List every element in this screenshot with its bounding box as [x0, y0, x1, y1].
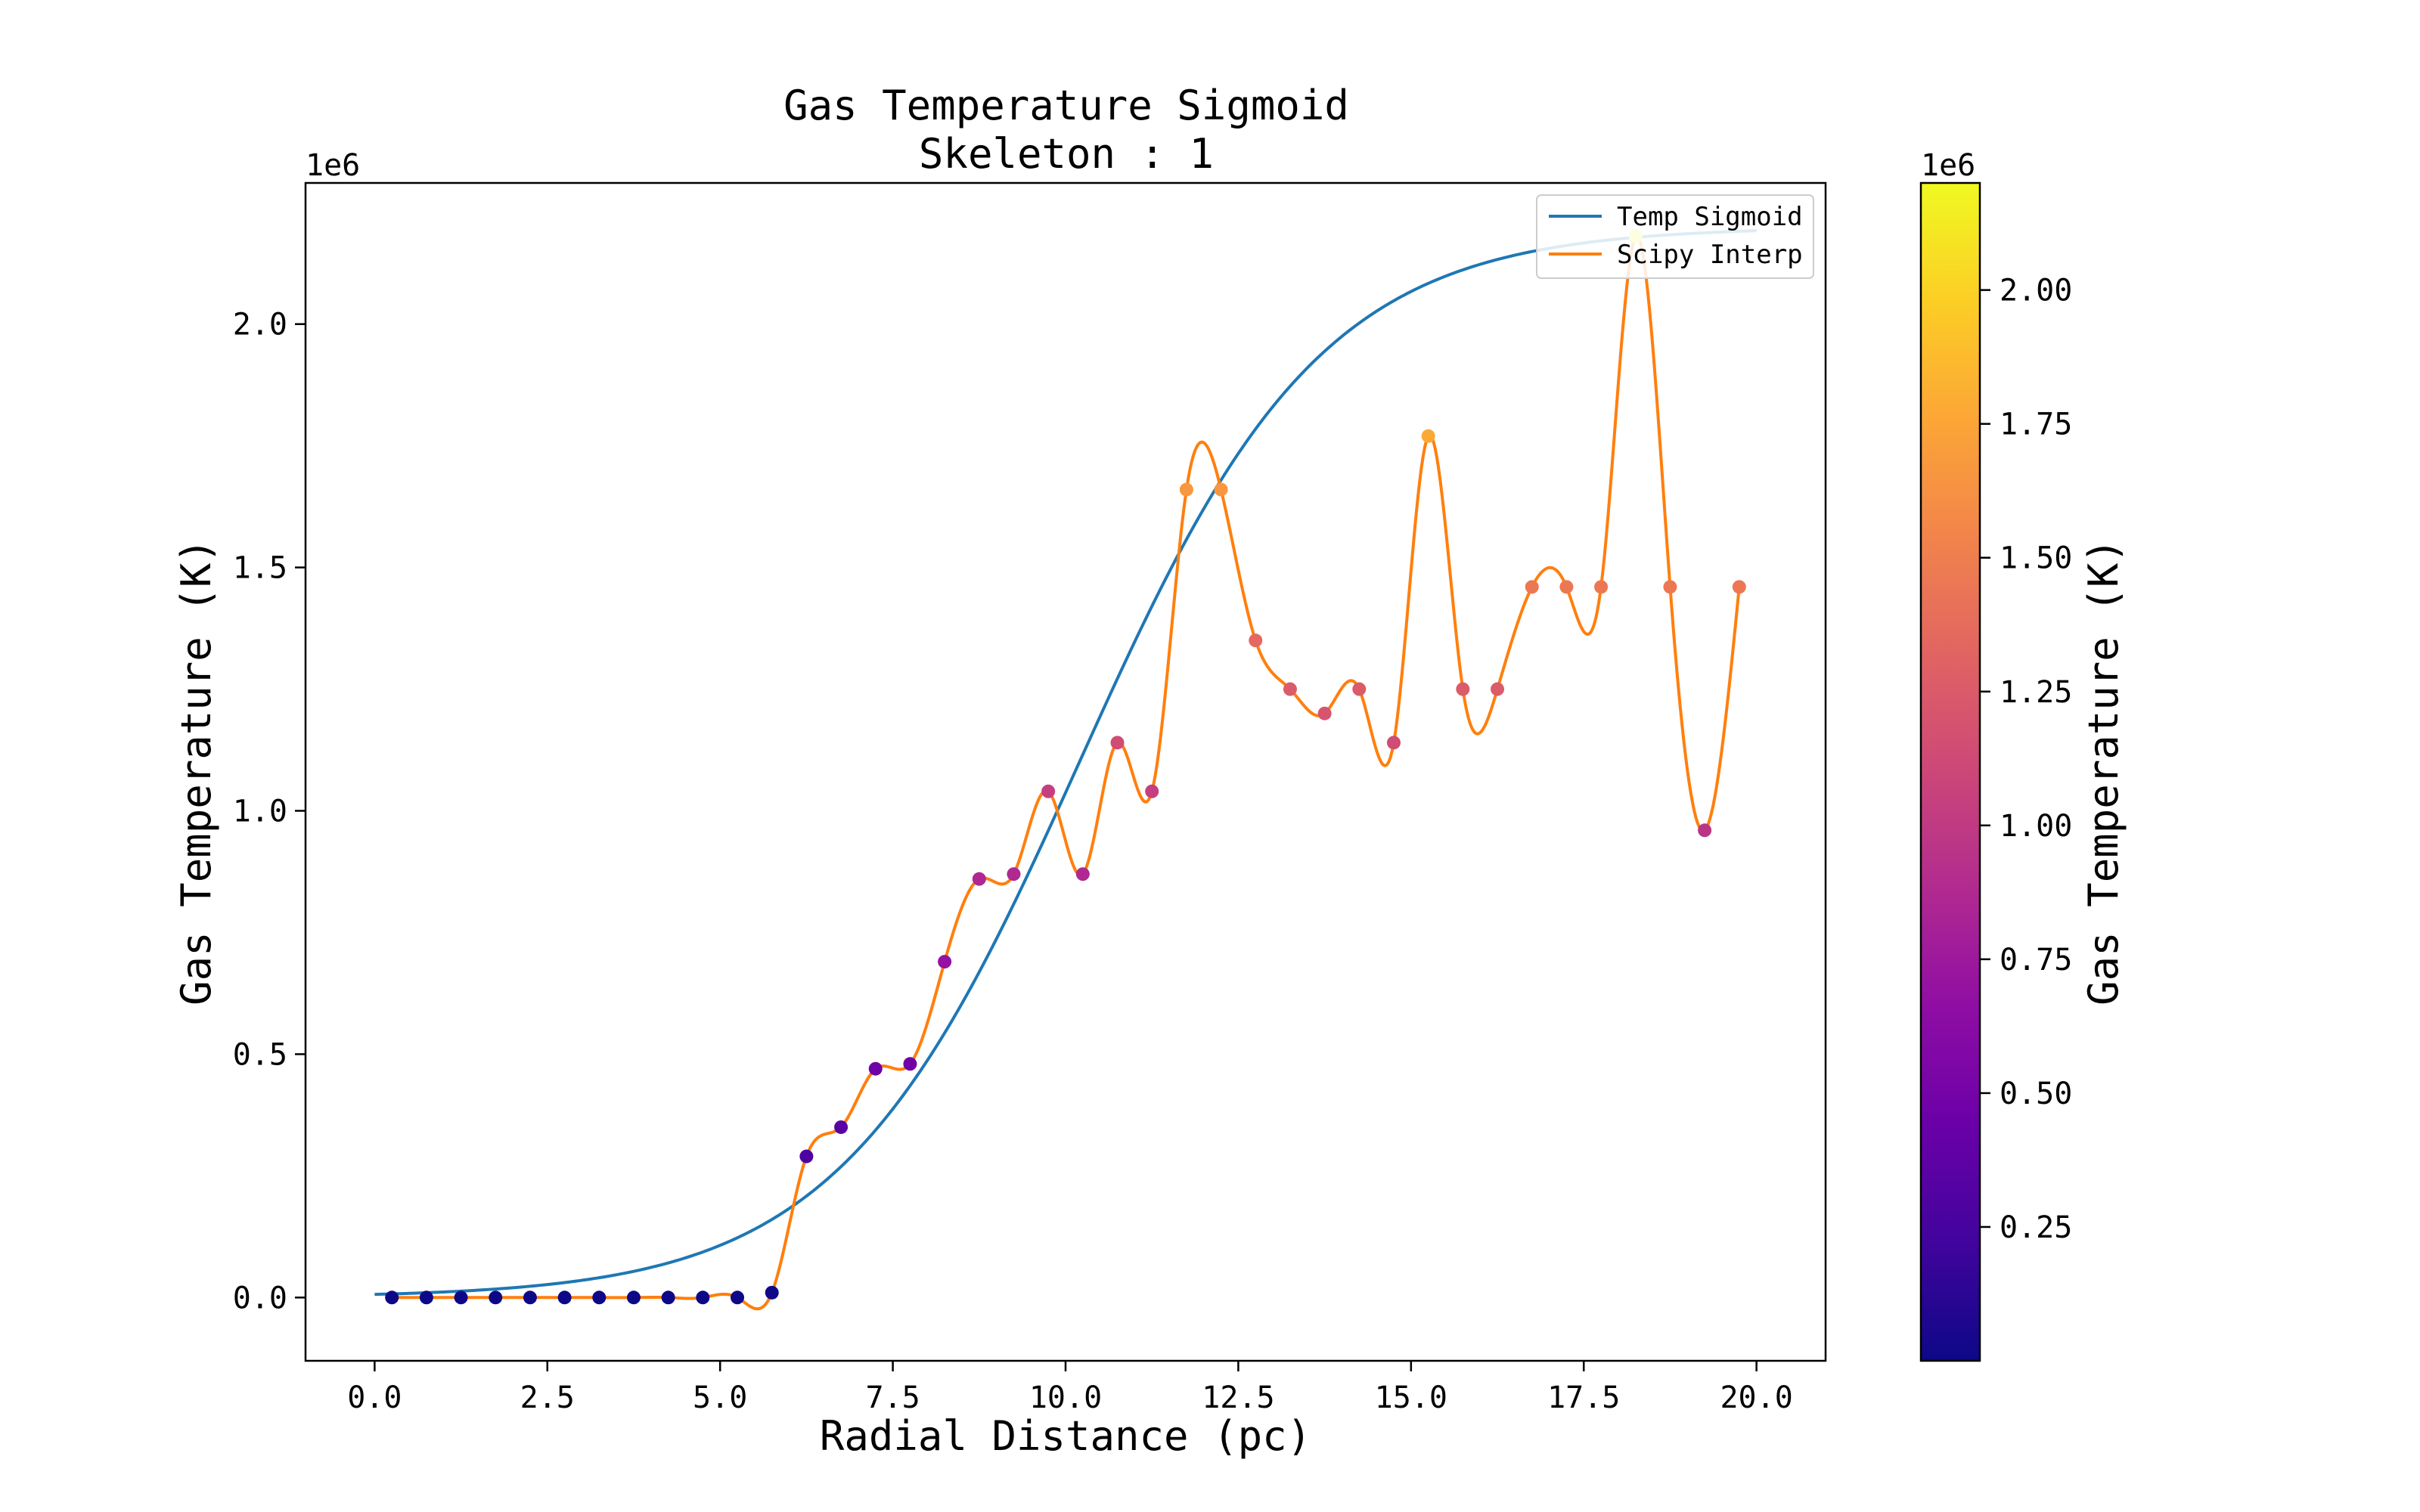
- data-point: [454, 1290, 468, 1305]
- data-point: [868, 1061, 883, 1076]
- data-point: [557, 1290, 572, 1305]
- data-point: [1525, 580, 1539, 594]
- y-tick-label: 1.5: [233, 551, 287, 586]
- x-axis-label: Radial Distance (pc): [820, 1412, 1311, 1460]
- x-tick-label: 15.0: [1375, 1380, 1447, 1415]
- data-point: [1732, 580, 1746, 594]
- data-point: [1283, 682, 1297, 696]
- data-point: [385, 1290, 399, 1305]
- colorbar-gradient: [1919, 181, 1981, 1362]
- y-tick-label: 2.0: [233, 308, 287, 342]
- sigmoid-series-line: [374, 229, 1757, 1297]
- x-tick-label: 0.0: [347, 1380, 402, 1415]
- data-point: [1041, 784, 1056, 798]
- data-point: [1698, 823, 1712, 838]
- chart-title: Gas Temperature Sigmoid: [783, 82, 1349, 129]
- data-point: [799, 1149, 814, 1163]
- colorbar-tick-label: 1.25: [2000, 675, 2072, 710]
- colorbar: 1e6 0.25 0.50 0.75 1.00 1.25 1.50 1.75 2.00 Gas…: [1919, 148, 2127, 1362]
- legend-box: [1536, 194, 1814, 279]
- plot-frame: [304, 181, 1827, 1362]
- x-tick-label: 5.0: [693, 1380, 747, 1415]
- x-tick-label: 10.0: [1029, 1380, 1102, 1415]
- data-point: [1249, 634, 1263, 648]
- plot-area: 0.0 2.5 5.0 7.5 10.0 12.5 15.0 17.5 20.0 0.0 0.5 1…: [233, 181, 1827, 1415]
- colorbar-offset-label: 1e6: [1921, 148, 1975, 183]
- x-tick-label: 2.5: [520, 1380, 575, 1415]
- colorbar-tick-label: 1.50: [2000, 541, 2072, 576]
- y-tick-label: 0.5: [233, 1037, 287, 1072]
- data-point: [1352, 682, 1367, 696]
- data-point: [834, 1120, 849, 1134]
- data-point: [1179, 482, 1193, 497]
- data-point: [765, 1285, 779, 1300]
- data-point: [1145, 784, 1159, 798]
- y-tick-label: 1.0: [233, 795, 287, 829]
- data-point: [523, 1290, 537, 1305]
- legend: Temp Sigmoid Scipy Interp: [1536, 194, 1814, 279]
- data-point: [1007, 867, 1021, 881]
- data-point: [661, 1290, 675, 1305]
- data-point: [1075, 867, 1090, 881]
- data-point: [731, 1290, 745, 1305]
- y-tick-label: 0.0: [233, 1281, 287, 1315]
- interp-series-line: [392, 234, 1741, 1311]
- data-point: [1421, 429, 1435, 443]
- colorbar-tick-label: 0.75: [2000, 943, 2072, 978]
- data-point: [1317, 706, 1332, 720]
- data-point: [1594, 580, 1609, 594]
- x-tick-label: 17.5: [1547, 1380, 1620, 1415]
- colorbar-tick-label: 2.00: [2000, 274, 2072, 308]
- y-offset-label: 1e6: [306, 148, 360, 183]
- data-point: [903, 1057, 917, 1071]
- chart-subtitle: Skeleton : 1: [919, 130, 1214, 178]
- data-point: [1110, 736, 1125, 750]
- data-point: [592, 1290, 607, 1305]
- x-tick-label: 12.5: [1202, 1380, 1274, 1415]
- data-point: [938, 955, 952, 969]
- data-point: [1214, 482, 1228, 497]
- data-point: [1491, 682, 1505, 696]
- colorbar-tick-label: 1.00: [2000, 809, 2072, 844]
- data-point: [1386, 736, 1401, 750]
- legend-label-interp: Scipy Interp: [1617, 240, 1803, 270]
- y-axis-label: Gas Temperature (K): [172, 538, 220, 1005]
- legend-label-sigmoid: Temp Sigmoid: [1617, 202, 1803, 232]
- x-tick-label: 20.0: [1720, 1380, 1792, 1415]
- data-point: [1559, 580, 1574, 594]
- data-point: [419, 1290, 433, 1305]
- colorbar-tick-label: 1.75: [2000, 407, 2072, 442]
- data-point: [626, 1290, 641, 1305]
- data-point: [696, 1290, 710, 1305]
- x-tick-label: 7.5: [865, 1380, 920, 1415]
- data-point: [1663, 580, 1677, 594]
- data-point: [489, 1290, 503, 1305]
- colorbar-tick-label: 0.25: [2000, 1210, 2072, 1245]
- colorbar-tick-label: 0.50: [2000, 1077, 2072, 1111]
- colorbar-label: Gas Temperature (K): [2080, 538, 2127, 1005]
- data-point: [1456, 682, 1470, 696]
- data-point: [972, 872, 986, 886]
